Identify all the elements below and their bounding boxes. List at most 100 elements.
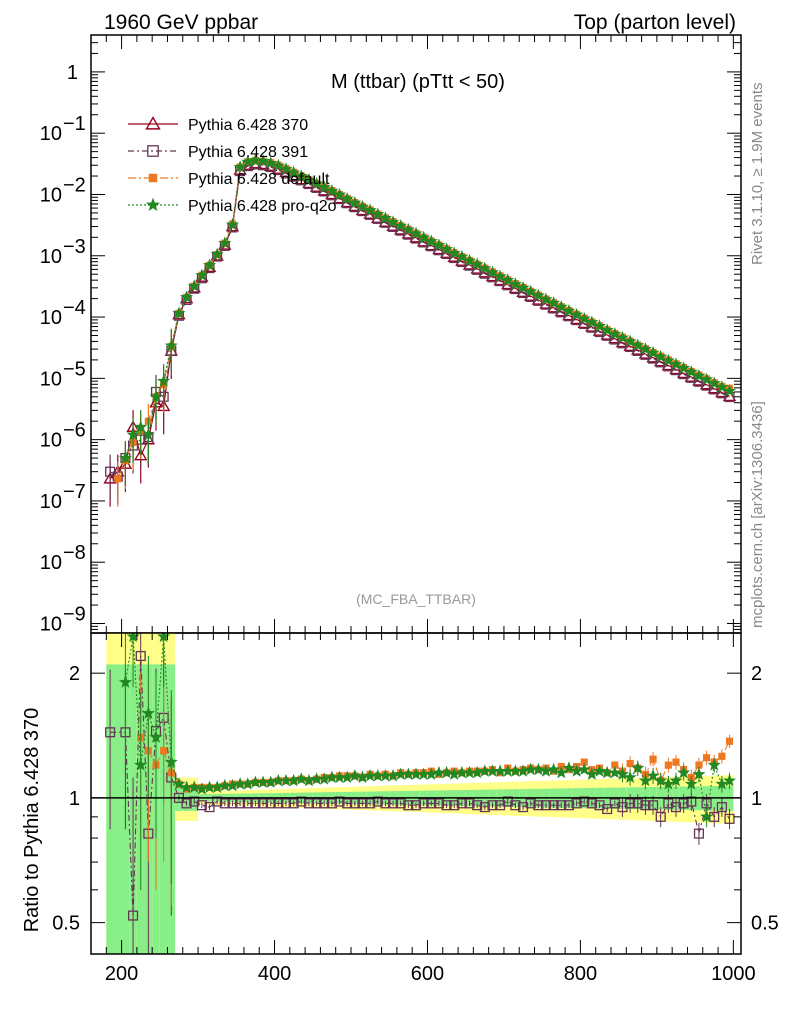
series-pythia-6-428-pro-q2o — [118, 153, 737, 487]
ratio-data-point — [303, 798, 314, 809]
ratio-data-point — [181, 798, 192, 809]
ratio-data-point — [273, 798, 284, 809]
ratio-data-point — [623, 770, 637, 784]
ratio-data-point — [495, 800, 506, 811]
y-tick-label: 10 — [40, 184, 62, 206]
header-process-label: Top (parton level) — [574, 11, 736, 34]
ratio-data-point — [296, 796, 307, 807]
data-point — [310, 176, 324, 190]
ratio-data-point — [449, 800, 460, 811]
ratio-data-point — [319, 798, 330, 809]
ratio-data-point — [311, 798, 322, 809]
ratio-data-point — [593, 764, 607, 777]
ratio-data-point — [669, 773, 683, 787]
data-point — [715, 380, 729, 393]
data-point — [340, 191, 354, 205]
data-point — [562, 304, 576, 317]
x-tick-label: 1000 — [711, 963, 756, 985]
ratio-data-point — [617, 802, 628, 813]
ratio-data-point — [577, 762, 591, 776]
y-tick-label: 10 — [40, 491, 62, 513]
ratio-data-point — [403, 800, 414, 811]
data-point — [371, 207, 385, 220]
data-point — [661, 353, 675, 367]
ratio-data-point — [585, 767, 599, 780]
ratio-data-point — [640, 800, 651, 811]
ratio-data-point — [670, 802, 682, 813]
ratio-data-point — [609, 798, 620, 809]
data-point — [279, 162, 293, 175]
ratio-data-point — [349, 798, 360, 809]
data-point — [134, 420, 148, 433]
ratio-data-point — [664, 761, 672, 769]
y-tick-label: 10 — [40, 430, 62, 452]
data-point — [463, 253, 477, 267]
data-point — [615, 330, 629, 344]
data-point — [623, 334, 637, 347]
ratio-data-point — [571, 798, 582, 809]
ratio-data-point — [288, 798, 299, 809]
data-point — [378, 211, 392, 224]
data-point — [164, 338, 178, 352]
ratio-data-point — [631, 761, 645, 774]
ratio-data-point — [141, 706, 155, 719]
ratio-data-point — [707, 758, 721, 771]
ratio-plot-panel: 0.5 0.5 1 1 2 2 200 400 600 800 1000 Ratio to Pyth… — [21, 632, 779, 985]
ratio-data-point — [380, 798, 391, 809]
ratio-data-point — [134, 758, 148, 771]
ratio-data-point — [625, 798, 636, 809]
data-point — [539, 292, 553, 305]
legend-marker — [148, 173, 158, 183]
ratio-data-point — [258, 798, 269, 809]
ratio-plot-frame — [90, 632, 742, 955]
y-tick-exponent: −8 — [63, 542, 86, 564]
ratio-data-point — [723, 773, 737, 787]
ratio-data-point — [602, 803, 613, 815]
data-point — [531, 288, 545, 302]
ratio-y-tick-label: 1 — [69, 788, 80, 810]
ratio-data-point — [686, 796, 697, 807]
ratio-data-point — [531, 762, 545, 776]
y-tick-label: 1 — [67, 62, 78, 84]
ratio-data-point — [654, 773, 668, 787]
ratio-data-point — [540, 800, 552, 811]
data-point — [225, 217, 239, 231]
ratio-data-point — [365, 798, 376, 809]
ratio-data-point — [700, 809, 714, 823]
ratio-data-point — [716, 802, 727, 813]
analysis-watermark: (MC_FBA_TTBAR) — [356, 591, 476, 607]
data-point — [677, 361, 691, 374]
data-point — [692, 368, 706, 382]
ratio-data-point — [533, 800, 544, 811]
ratio-data-point — [334, 796, 345, 807]
ratio-data-point — [204, 802, 215, 813]
ratio-data-point — [280, 798, 292, 809]
ratio-data-point — [692, 767, 706, 780]
data-point — [180, 290, 194, 303]
ratio-data-point — [693, 828, 704, 839]
y-tick-label: 10 — [40, 552, 62, 574]
ratio-data-point — [227, 798, 238, 809]
ratio-data-point — [525, 798, 536, 809]
legend-label: Pythia 6.428 default — [188, 171, 330, 188]
ratio-data-point — [724, 813, 735, 824]
ratio-data-point — [160, 747, 168, 755]
data-point — [501, 273, 515, 286]
data-point — [355, 199, 369, 213]
ratio-data-point — [250, 798, 261, 809]
data-point — [363, 203, 377, 216]
y-tick-exponent: −3 — [63, 236, 86, 258]
ratio-data-point — [695, 761, 703, 769]
ratio-data-point — [372, 796, 383, 807]
data-point — [287, 165, 301, 179]
data-point — [631, 338, 645, 351]
data-point — [470, 257, 484, 271]
ratio-data-point — [149, 730, 163, 743]
ratio-data-point — [548, 800, 559, 811]
ratio-data-point — [433, 798, 444, 809]
data-point — [577, 311, 591, 325]
data-point — [723, 384, 737, 397]
data-point — [294, 169, 308, 182]
ratio-data-point — [242, 798, 253, 809]
